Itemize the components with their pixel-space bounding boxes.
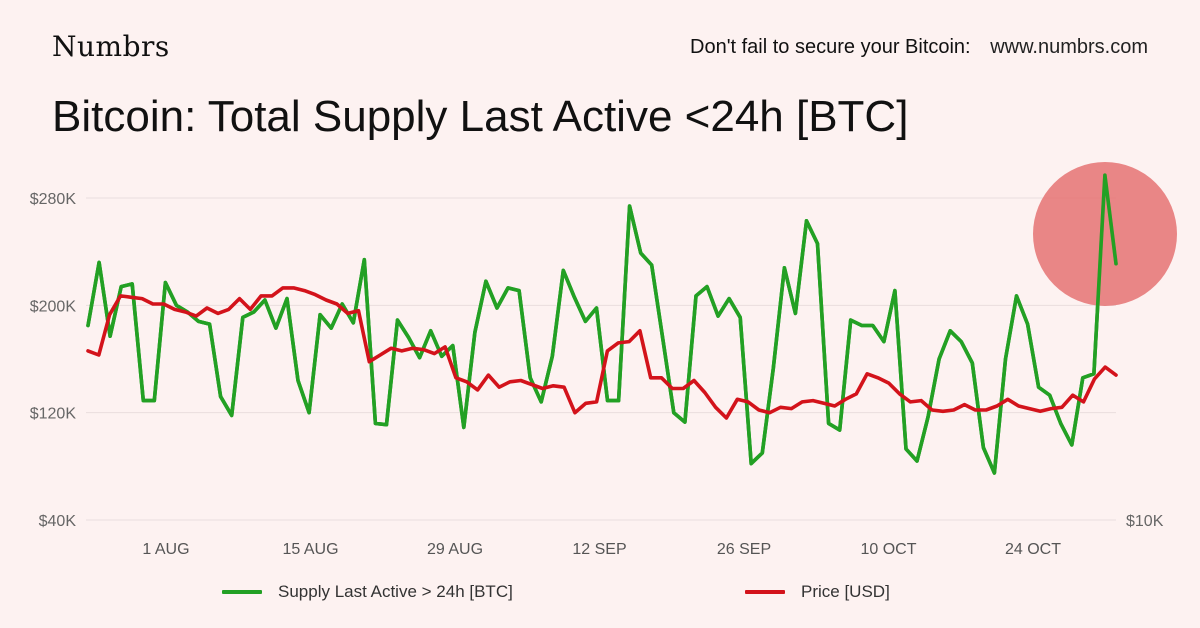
- brand-logo: Numbrs: [52, 30, 170, 63]
- x-tick-label: 10 OCT: [860, 541, 916, 558]
- highlight-circle: [1033, 162, 1177, 306]
- y-axis-left: $280K $200K $120K $40K: [30, 191, 77, 530]
- series-line-price: [86, 286, 1118, 420]
- y-right-tick-label: $10K: [1126, 513, 1164, 530]
- chart-plot: $280K $200K $120K $40K $10K 1 AUG 15 AUG 29 A…: [30, 162, 1177, 558]
- x-tick-label: 24 OCT: [1005, 541, 1061, 558]
- y-left-tick-label: $120K: [30, 406, 77, 423]
- promo-tagline: Don't fail to secure your Bitcoin: www.n…: [690, 36, 1148, 59]
- legend-item-supply[interactable]: Supply Last Active > 24h [BTC]: [222, 582, 513, 602]
- x-tick-label: 29 AUG: [427, 541, 483, 558]
- legend-swatch-price: [745, 590, 785, 594]
- y-axis-right: $10K: [1126, 513, 1164, 530]
- series-overlay: [86, 173, 1118, 475]
- x-tick-label: 26 SEP: [717, 541, 771, 558]
- y-left-tick-label: $280K: [30, 191, 77, 208]
- series-line-supply-overlay: [86, 173, 1118, 475]
- x-tick-label: 12 SEP: [572, 541, 626, 558]
- x-tick-label: 1 AUG: [142, 541, 189, 558]
- chart-legend: Supply Last Active > 24h [BTC] Price [US…: [0, 582, 1200, 606]
- legend-label-price: Price [USD]: [801, 582, 890, 601]
- x-tick-label: 15 AUG: [282, 541, 338, 558]
- chart-title: Bitcoin: Total Supply Last Active <24h […: [52, 92, 909, 141]
- y-left-tick-label: $40K: [39, 513, 77, 530]
- legend-item-price[interactable]: Price [USD]: [745, 582, 890, 602]
- legend-swatch-supply: [222, 590, 262, 594]
- y-left-tick-label: $200K: [30, 298, 77, 315]
- legend-label-supply: Supply Last Active > 24h [BTC]: [278, 582, 513, 601]
- promo-url-link[interactable]: www.numbrs.com: [990, 36, 1148, 58]
- promo-cta-text: Don't fail to secure your Bitcoin:: [690, 36, 971, 58]
- x-axis: 1 AUG 15 AUG 29 AUG 12 SEP 26 SEP 10 OCT 24 OC…: [142, 541, 1061, 558]
